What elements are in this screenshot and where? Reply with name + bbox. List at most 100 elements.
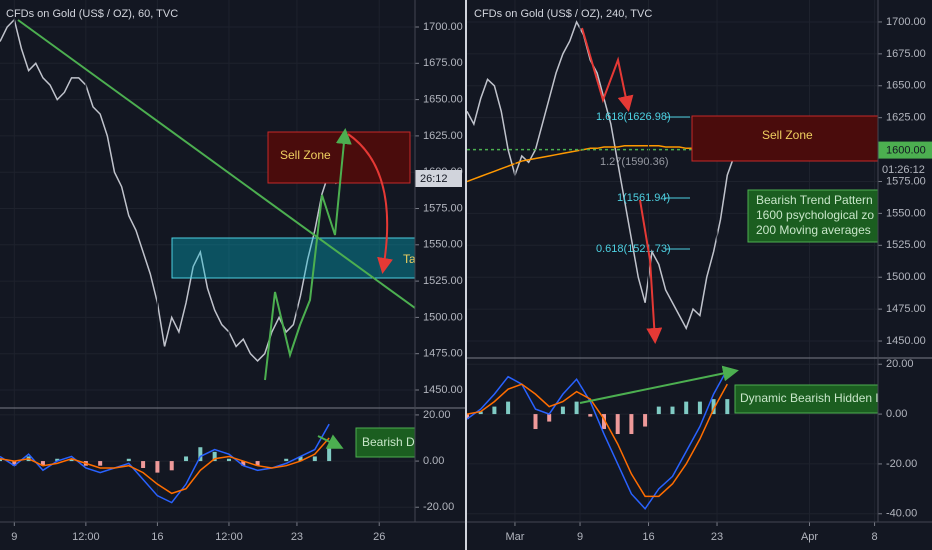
histogram-bar: [327, 447, 332, 462]
y-tick-label: 1575.00: [423, 202, 463, 214]
x-tick-label: Apr: [801, 531, 818, 543]
series-line: [467, 368, 728, 510]
fib-label: 1.618(1626.98): [596, 111, 671, 123]
x-tick-label: 26: [373, 531, 385, 543]
histogram-bar: [226, 458, 231, 462]
histogram-bar: [312, 456, 317, 462]
histogram-bar: [725, 399, 730, 415]
y-tick-label: 1675.00: [423, 57, 463, 69]
histogram-bar: [284, 458, 289, 462]
x-tick-label: 9: [577, 531, 583, 543]
y-tick-label: 1575.00: [886, 175, 926, 187]
divergence-line: [579, 365, 739, 404]
y-tick-label: 0.00: [423, 455, 444, 467]
y-tick-label: 20.00: [886, 358, 914, 370]
histogram-bar: [98, 461, 103, 466]
histogram-bar: [574, 401, 579, 415]
histogram-bar: [184, 456, 189, 462]
y-tick-label: -20.00: [423, 501, 454, 513]
price-label-box: [878, 141, 932, 159]
countdown: 26:12: [420, 173, 448, 185]
y-tick-label: 1700.00: [423, 21, 463, 33]
note: 200 Moving averages: [756, 223, 871, 237]
histogram-bar: [615, 414, 620, 435]
histogram-bar: [547, 414, 552, 422]
y-tick-label: 1525.00: [886, 239, 926, 251]
histogram-bar: [467, 414, 469, 420]
price-label: 1600.00: [886, 144, 926, 156]
series-line: [0, 18, 337, 363]
x-tick-label: Mar: [505, 531, 524, 543]
target-zone: [171, 237, 415, 279]
down-arrow: [581, 27, 634, 112]
y-tick-label: 1550.00: [886, 207, 926, 219]
histogram-bar: [255, 461, 260, 466]
chart-title: CFDs on Gold (US$ / OZ), 240, TVC: [474, 8, 652, 20]
y-tick-label: 20.00: [423, 409, 451, 421]
trend-line: [17, 19, 415, 309]
histogram-bar: [643, 414, 648, 427]
y-tick-label: 1450.00: [886, 335, 926, 347]
histogram-bar: [198, 447, 203, 462]
y-tick-label: 1625.00: [423, 130, 463, 142]
histogram-bar: [69, 458, 74, 462]
note: 1600 psychological zo: [756, 208, 874, 222]
down-arrow: [347, 133, 393, 274]
histogram-bar: [506, 401, 511, 415]
histogram-bar: [492, 406, 497, 415]
pane: [0, 408, 415, 522]
right-annotations: Sell Zone 1.618(1626.98) 1.27(1590.36) 1…: [581, 27, 878, 344]
y-tick-label: 1625.00: [886, 112, 926, 124]
histogram-bar: [55, 458, 60, 462]
countdown-box: [415, 170, 462, 187]
sell-zone: [691, 115, 878, 162]
sell-zone-label: Sell Zone: [762, 128, 813, 142]
note: Dynamic Bearish Hidden D: [740, 391, 884, 405]
chart-title: CFDs on Gold (US$ / OZ), 60, TVC: [6, 8, 178, 20]
histogram-bar: [670, 406, 675, 415]
y-tick-label: 1700.00: [886, 16, 926, 28]
down-arrow: [639, 199, 663, 344]
histogram-bar: [588, 414, 593, 417]
series-line: [467, 145, 735, 183]
y-tick-label: 0.00: [886, 408, 907, 420]
histogram-bar: [533, 414, 538, 430]
note-box: [355, 427, 415, 458]
y-tick-label: 1475.00: [886, 303, 926, 315]
x-tick-label: 23: [711, 531, 723, 543]
y-tick-label: 1550.00: [423, 239, 463, 251]
countdown: 01:26:12: [882, 164, 925, 176]
y-tick-label: 1500.00: [886, 271, 926, 283]
histogram-bar: [711, 399, 716, 415]
histogram-bar: [40, 461, 45, 466]
histogram-bar: [169, 461, 174, 471]
histogram-bar: [155, 461, 160, 473]
y-tick-label: 1650.00: [886, 80, 926, 92]
y-tick-label: 1500.00: [423, 311, 463, 323]
series-line: [467, 20, 735, 331]
osc-arrow: [317, 434, 344, 449]
series-line: [467, 383, 728, 498]
x-tick-label: 12:00: [72, 531, 100, 543]
histogram-bar: [141, 461, 146, 468]
x-tick-label: 8: [872, 531, 878, 543]
y-tick-label: 1675.00: [886, 48, 926, 60]
y-tick-label: 1650.00: [423, 94, 463, 106]
histogram-bar: [0, 458, 2, 462]
histogram-bar: [212, 451, 217, 462]
fib-label: 0.618(1521.73): [596, 243, 671, 255]
histogram-bar: [602, 414, 606, 430]
series-line: [0, 437, 330, 495]
x-tick-label: 16: [151, 531, 163, 543]
x-tick-label: 12:00: [215, 531, 243, 543]
y-tick-label: 1525.00: [423, 275, 463, 287]
note-box: [734, 384, 878, 414]
pane: [0, 18, 415, 391]
panel-divider: [465, 0, 467, 550]
histogram-bar: [126, 458, 131, 462]
histogram-bar: [697, 401, 702, 415]
histogram-bar: [298, 456, 303, 462]
